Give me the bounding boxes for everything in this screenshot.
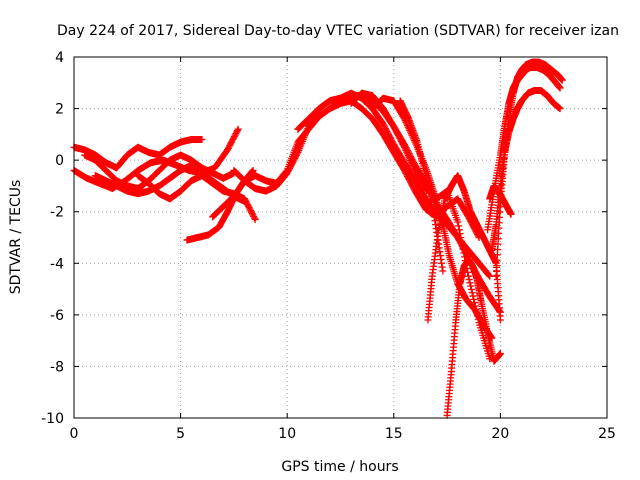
series-track-1 (70, 136, 206, 172)
data-point (401, 145, 409, 153)
x-tick-label: 10 (278, 426, 296, 442)
data-point (400, 143, 408, 151)
data-point (461, 253, 469, 261)
data-series (70, 58, 566, 419)
data-point (249, 166, 257, 174)
data-point (468, 289, 476, 297)
x-tick-label: 25 (598, 426, 616, 442)
series-track-5 (134, 172, 259, 223)
data-point (404, 150, 412, 158)
data-point (407, 158, 415, 166)
y-axis-label: SDTVAR / TECUs (8, 180, 24, 295)
data-point (470, 295, 478, 303)
data-point (496, 316, 504, 324)
data-point (496, 350, 504, 358)
data-point (455, 226, 463, 234)
grid (74, 57, 607, 418)
data-point (251, 215, 259, 223)
y-tick-label: -6 (50, 308, 64, 324)
y-tick-label: -2 (50, 205, 64, 221)
y-tick-label: -8 (50, 359, 64, 375)
data-point (402, 147, 410, 155)
data-point (456, 230, 464, 238)
series-track-18 (486, 182, 515, 218)
y-tick-label: -10 (41, 411, 64, 427)
data-point (558, 76, 566, 84)
data-point (466, 279, 474, 287)
data-point (409, 161, 417, 169)
data-point (405, 153, 413, 161)
y-axis-ticks: -10 -8 -6 -4 -2 0 2 4 (41, 50, 607, 427)
data-point (410, 163, 418, 171)
data-point (439, 267, 447, 275)
y-tick-label: 2 (55, 102, 64, 118)
x-axis-ticks: 0 5 10 15 20 25 (70, 57, 616, 442)
data-point (455, 222, 463, 230)
plot-frame (73, 56, 608, 419)
data-point (467, 285, 475, 293)
data-point (469, 292, 477, 300)
data-point (400, 142, 408, 150)
data-point (407, 157, 415, 165)
y-tick-label: -4 (50, 256, 64, 272)
x-tick-label: 20 (491, 426, 509, 442)
data-point (404, 152, 412, 160)
data-point (250, 214, 258, 222)
data-point (458, 237, 466, 245)
data-point (467, 282, 475, 290)
data-point (486, 272, 494, 280)
y-tick-label: 4 (55, 50, 64, 66)
series-track-10 (347, 89, 494, 363)
data-point (556, 105, 564, 113)
data-point (454, 218, 462, 226)
data-point (198, 136, 206, 144)
series-track-14 (443, 257, 504, 419)
chart-title: Day 224 of 2017, Sidereal Day-to-day VTE… (57, 23, 619, 39)
data-point (485, 271, 493, 279)
series-track-17 (488, 87, 564, 254)
x-tick-label: 15 (385, 426, 403, 442)
data-point (406, 155, 414, 163)
x-axis-label: GPS time / hours (281, 459, 398, 475)
data-point (234, 125, 242, 133)
data-point (464, 272, 472, 280)
x-tick-label: 5 (176, 426, 185, 442)
data-point (458, 241, 466, 249)
data-point (403, 148, 411, 156)
data-point (507, 210, 515, 218)
data-point (408, 160, 416, 168)
y-tick-label: 0 (55, 153, 64, 169)
data-point (457, 234, 465, 241)
data-point (460, 249, 468, 257)
series-track-12 (396, 97, 447, 275)
data-point (459, 245, 467, 253)
data-point (293, 150, 301, 158)
data-point (233, 127, 241, 135)
data-point (465, 275, 473, 283)
x-tick-label: 0 (70, 426, 79, 442)
data-point (556, 84, 564, 92)
